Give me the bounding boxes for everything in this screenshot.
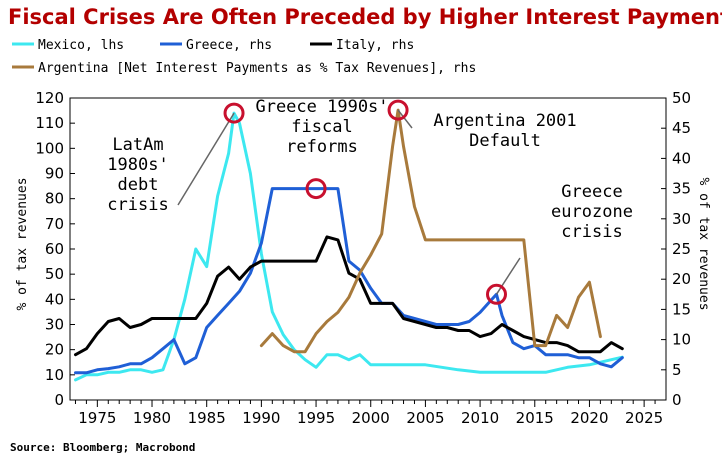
- series-line-greece: [74, 187, 624, 375]
- y-tick-label-left: 0: [54, 391, 64, 409]
- highlight-circle: [305, 178, 327, 200]
- x-tick-label: 1980: [133, 409, 171, 427]
- y-tick-label-right: 35: [672, 180, 691, 198]
- y-tick-label-right: 25: [672, 240, 691, 258]
- y-axis-label-left: % of tax revenues: [15, 177, 30, 310]
- y-tick-label-left: 50: [45, 265, 64, 283]
- annotation-text: debt: [118, 175, 159, 195]
- y-tick-label-left: 30: [45, 316, 64, 334]
- annotation-text: eurozone: [551, 202, 633, 222]
- annotation-text: Argentina 2001: [433, 111, 576, 131]
- legend-label-greece: Greece, rhs: [186, 38, 272, 53]
- annotation-text: reforms: [286, 137, 358, 157]
- y-tick-label-right: 0: [672, 391, 682, 409]
- y-tick-label-left: 20: [45, 341, 64, 359]
- x-tick-label: 1985: [188, 409, 226, 427]
- x-tick-label: 2025: [625, 409, 663, 427]
- annotation-leader-line: [397, 109, 413, 129]
- y-tick-label-right: 45: [672, 119, 691, 137]
- series-line-mexico: [74, 111, 624, 382]
- y-tick-label-left: 120: [35, 89, 64, 107]
- y-tick-label-right: 30: [672, 210, 691, 228]
- annotation-text: LatAm: [112, 135, 163, 155]
- x-tick-label: 1975: [78, 409, 116, 427]
- legend-label-argentina: Argentina [Net Interest Payments as % Ta…: [38, 61, 476, 76]
- y-tick-label-left: 70: [45, 215, 64, 233]
- legend-label-mexico: Mexico, lhs: [38, 38, 124, 53]
- y-axis-right: 0 5 10 15 20 25 30 35 40 45 50: [661, 89, 691, 409]
- y-tick-label-right: 5: [672, 361, 682, 379]
- x-tick-label: 2020: [570, 409, 608, 427]
- y-tick-label-left: 80: [45, 190, 64, 208]
- x-tick-label: 2005: [406, 409, 444, 427]
- annotation-leader-line: [177, 112, 235, 206]
- y-tick-label-left: 40: [45, 290, 64, 308]
- series-line-italy: [74, 235, 624, 357]
- y-axis-label-right: % of tax revenues: [696, 177, 711, 310]
- y-tick-label-left: 10: [45, 366, 64, 384]
- legend: Mexico, lhs Greece, rhs Italy, rhs Argen…: [12, 38, 476, 76]
- highlight-circle: [485, 283, 507, 305]
- y-tick-label-right: 50: [672, 89, 691, 107]
- annotation-text: Default: [469, 131, 541, 151]
- x-tick-label: 2015: [516, 409, 554, 427]
- series-line-argentina: [259, 108, 602, 354]
- y-axis-left: 0 10 20 30 40 50 60 70 80 90 100 110 120: [35, 89, 75, 409]
- x-tick-label: 2010: [461, 409, 499, 427]
- y-tick-label-left: 60: [45, 240, 64, 258]
- y-tick-label-right: 10: [672, 331, 691, 349]
- x-tick-label: 1990: [242, 409, 280, 427]
- annotation-text: Greece: [561, 182, 622, 202]
- annotation-text: fiscal: [291, 117, 352, 137]
- series-layer: [74, 108, 624, 382]
- y-tick-label-right: 15: [672, 300, 691, 318]
- annotation-text: 1980s': [107, 155, 168, 175]
- annotation-text: crisis: [107, 195, 168, 215]
- annotation-text: Greece 1990s': [255, 97, 388, 117]
- annotation-text: crisis: [561, 222, 622, 242]
- source-note: Source: Bloomberg; Macrobond: [10, 441, 195, 454]
- x-axis: 1975 1980 1985 1990 1995 2000 2005 2010 2015 2020…: [74, 400, 663, 427]
- y-tick-label-left: 110: [35, 114, 64, 132]
- highlight-circle: [223, 102, 245, 124]
- x-tick-label: 2000: [352, 409, 390, 427]
- annotation-leaders: [177, 109, 521, 295]
- legend-label-italy: Italy, rhs: [336, 38, 414, 53]
- y-tick-label-right: 20: [672, 270, 691, 288]
- annotation-leader-line: [495, 257, 521, 295]
- chart-title: Fiscal Crises Are Often Preceded by High…: [8, 5, 722, 29]
- y-tick-label-left: 90: [45, 165, 64, 183]
- y-tick-label-right: 40: [672, 149, 691, 167]
- highlight-circle: [387, 99, 409, 121]
- x-tick-label: 1995: [297, 409, 335, 427]
- y-tick-label-left: 100: [35, 139, 64, 157]
- highlight-circles: [223, 99, 507, 305]
